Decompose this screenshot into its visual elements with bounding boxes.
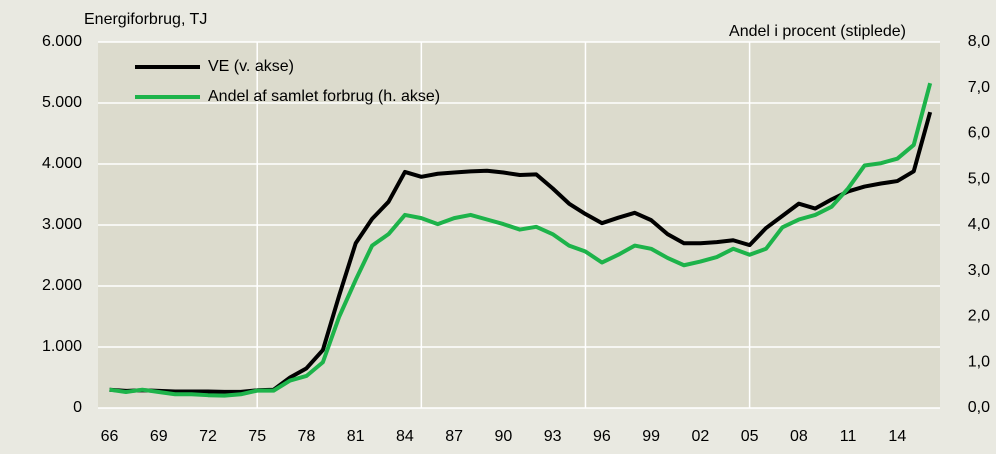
y-axis-label: Energiforbrug, TJ bbox=[84, 11, 207, 28]
y-tick-label: 4.000 bbox=[42, 155, 82, 172]
y2-tick-label: 1,0 bbox=[968, 353, 990, 370]
y2-tick-label: 4,0 bbox=[968, 216, 990, 233]
y2-tick-label: 0,0 bbox=[968, 399, 990, 416]
y2-tick-label: 5,0 bbox=[968, 170, 990, 187]
legend-label: VE (v. akse) bbox=[208, 58, 294, 75]
series-line bbox=[109, 82, 933, 398]
x-tick-label: 87 bbox=[445, 428, 463, 445]
y2-tick-label: 7,0 bbox=[968, 79, 990, 96]
x-tick-label: 81 bbox=[347, 428, 365, 445]
y2-tick-label: 8,0 bbox=[968, 33, 990, 50]
y2-axis-label: Andel i procent (stiplede) bbox=[729, 23, 906, 40]
x-tick-label: 84 bbox=[396, 428, 414, 445]
y-tick-label: 6.000 bbox=[42, 33, 82, 50]
x-tick-label: 69 bbox=[150, 428, 168, 445]
x-tick-label: 78 bbox=[298, 428, 316, 445]
x-tick-label: 14 bbox=[888, 428, 906, 445]
x-tick-label: 90 bbox=[495, 428, 513, 445]
y-tick-label: 2.000 bbox=[42, 277, 82, 294]
x-tick-label: 93 bbox=[544, 428, 562, 445]
y-tick-label: 5.000 bbox=[42, 94, 82, 111]
x-tick-label: 75 bbox=[248, 428, 266, 445]
x-tick-label: 99 bbox=[642, 428, 660, 445]
x-tick-label: 96 bbox=[593, 428, 611, 445]
y-tick-label: 0 bbox=[73, 399, 82, 416]
x-tick-label: 08 bbox=[790, 428, 808, 445]
x-tick-label: 02 bbox=[691, 428, 709, 445]
x-tick-label: 11 bbox=[840, 428, 857, 445]
y-tick-label: 1.000 bbox=[42, 338, 82, 355]
y-tick-label: 3.000 bbox=[42, 216, 82, 233]
y2-tick-label: 3,0 bbox=[968, 262, 990, 279]
y2-tick-label: 6,0 bbox=[968, 125, 990, 142]
legend-label: Andel af samlet forbrug (h. akse) bbox=[208, 88, 440, 105]
y2-tick-label: 2,0 bbox=[968, 308, 990, 325]
x-tick-label: 66 bbox=[101, 428, 119, 445]
x-tick-label: 05 bbox=[741, 428, 759, 445]
x-tick-label: 72 bbox=[199, 428, 217, 445]
